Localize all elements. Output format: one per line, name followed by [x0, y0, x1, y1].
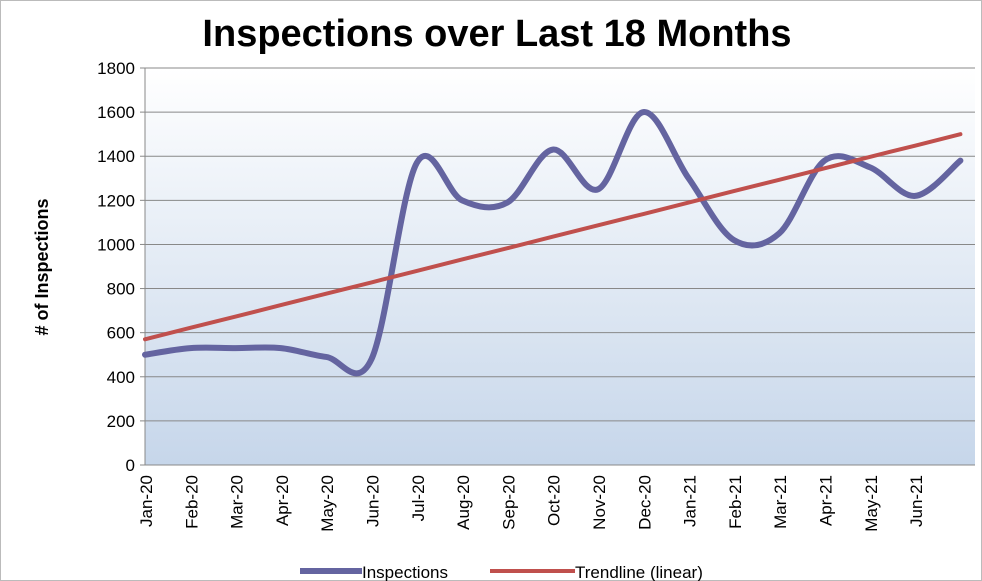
x-tick-label: Jan-21 — [681, 475, 700, 527]
y-tick-label: 400 — [107, 368, 135, 387]
x-tick-label: Jun-21 — [907, 475, 926, 527]
x-tick-label: Dec-20 — [635, 475, 654, 530]
x-tick-label: Jul-20 — [409, 475, 428, 521]
x-tick-label: Oct-20 — [545, 475, 564, 526]
legend-label: Inspections — [362, 563, 448, 581]
x-tick-label: Apr-21 — [817, 475, 836, 526]
x-tick-label: Aug-20 — [454, 475, 473, 530]
y-tick-label: 1000 — [97, 235, 135, 254]
x-tick-label: Feb-20 — [182, 475, 201, 529]
y-tick-label: 200 — [107, 412, 135, 431]
y-tick-label: 1200 — [97, 191, 135, 210]
y-tick-label: 800 — [107, 280, 135, 299]
plot-area — [145, 68, 975, 465]
line-series — [142, 109, 964, 377]
y-axis-label: # of Inspections — [32, 198, 52, 335]
x-tick-label: Mar-21 — [771, 475, 790, 529]
y-tick-label: 600 — [107, 324, 135, 343]
x-tick-label: Apr-20 — [273, 475, 292, 526]
x-tick-label: Feb-21 — [726, 475, 745, 529]
line-series — [143, 132, 963, 342]
chart-title: Inspections over Last 18 Months — [202, 13, 791, 55]
x-tick-label: May-21 — [862, 475, 881, 532]
x-tick-label: Mar-20 — [228, 475, 247, 529]
y-tick-label: 1600 — [97, 103, 135, 122]
y-tick-label: 1800 — [97, 59, 135, 78]
y-tick-label: 1400 — [97, 147, 135, 166]
y-tick-label: 0 — [126, 456, 135, 475]
legend-label: Trendline (linear) — [575, 563, 703, 581]
x-tick-label: Jan-20 — [137, 475, 156, 527]
x-tick-label: Sep-20 — [499, 475, 518, 530]
x-tick-label: Nov-20 — [590, 475, 609, 530]
x-tick-label: Jun-20 — [364, 475, 383, 527]
x-tick-label: May-20 — [318, 475, 337, 532]
